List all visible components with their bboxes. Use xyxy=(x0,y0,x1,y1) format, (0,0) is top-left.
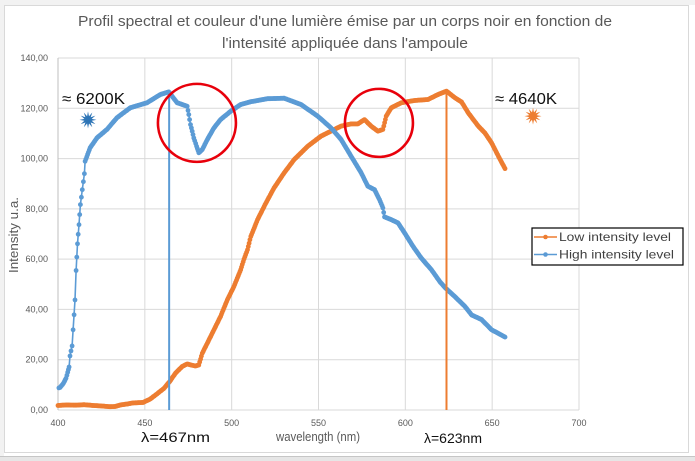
data-point-marker xyxy=(75,231,81,237)
x-axis-title: wavelength (nm) xyxy=(275,429,360,444)
sheet-background-left xyxy=(0,0,4,456)
x-tick-label: 550 xyxy=(311,418,326,428)
data-point-marker xyxy=(187,117,193,122)
data-point-marker xyxy=(186,112,192,117)
legend-entry-high[interactable]: High intensity level xyxy=(534,248,674,262)
highlight-circle xyxy=(156,82,238,164)
legend-entry-low[interactable]: Low intensity level xyxy=(534,230,671,244)
sheet-background-top xyxy=(0,0,695,5)
y-tick-label: 80,00 xyxy=(25,204,48,214)
chart-title-line-1: Profil spectral et couleur d'une lumière… xyxy=(78,13,612,30)
data-point-marker xyxy=(81,179,86,185)
y-tick-label: 0,00 xyxy=(30,405,48,415)
data-point-marker xyxy=(71,312,77,318)
x-tick-label: 650 xyxy=(485,418,500,428)
data-point-marker xyxy=(78,202,83,208)
x-tick-label: 600 xyxy=(398,418,413,428)
x-tick-label: 400 xyxy=(50,418,65,428)
star-icon xyxy=(524,107,542,125)
y-tick-label: 140,00 xyxy=(20,53,48,63)
legend-dot-marker-icon xyxy=(543,234,548,240)
data-point-marker xyxy=(74,254,80,260)
data-point-marker xyxy=(381,210,387,215)
highlight-circles xyxy=(156,82,415,164)
data-point-marker xyxy=(68,348,74,354)
series-line xyxy=(58,91,506,389)
data-point-marker xyxy=(184,103,190,109)
data-point-marker xyxy=(70,327,76,333)
y-tick-label: 120,00 xyxy=(20,103,48,113)
data-point-marker xyxy=(502,166,508,172)
data-point-marker xyxy=(185,108,191,113)
gridlines xyxy=(57,57,580,411)
plot-series xyxy=(55,88,508,410)
data-point-marker xyxy=(66,364,72,370)
data-point-marker xyxy=(72,297,78,303)
y-tick-label: 40,00 xyxy=(25,304,48,314)
temperature-label-low: ≈ 4640K xyxy=(495,91,557,108)
lambda-label-blue: λ=467nm xyxy=(141,429,210,445)
chart-title-line-2: l'intensité appliquée dans l'ampoule xyxy=(222,35,468,52)
data-point-marker xyxy=(73,268,79,273)
x-tick-label: 700 xyxy=(571,418,586,428)
data-point-marker xyxy=(502,334,508,340)
series-low-intensity-level xyxy=(55,88,508,410)
data-point-marker xyxy=(79,194,84,200)
legend-box xyxy=(531,227,684,266)
data-point-marker xyxy=(380,205,386,211)
series-high-intensity-level xyxy=(56,89,508,391)
data-point-marker xyxy=(77,212,83,218)
data-point-marker xyxy=(69,343,75,349)
color-star-markers xyxy=(79,107,542,129)
highlight-circle xyxy=(343,87,415,159)
wavelength-marker-lines xyxy=(168,91,448,410)
axis-tick-labels: 0,00 20,00 40,00 60,00 80,00 100,00 120,00 140,… xyxy=(20,53,586,428)
lambda-label-orange: λ=623nm xyxy=(424,430,482,446)
y-tick-label: 60,00 xyxy=(25,254,48,264)
y-tick-label: 20,00 xyxy=(25,355,48,365)
legend[interactable]: Low intensity level High intensity level xyxy=(531,227,684,266)
legend-label-low: Low intensity level xyxy=(559,230,671,244)
legend-dot-marker-icon xyxy=(543,252,548,257)
data-point-marker xyxy=(82,171,87,177)
star-icon xyxy=(79,111,97,129)
y-axis-title: Intensity u.a. xyxy=(6,197,21,273)
data-point-marker xyxy=(67,353,73,359)
data-point-marker xyxy=(76,222,82,228)
temperature-label-high: ≈ 6200K xyxy=(62,91,125,108)
legend-label-high: High intensity level xyxy=(559,248,674,262)
data-point-marker xyxy=(79,187,85,193)
data-point-marker xyxy=(75,241,80,247)
x-tick-label: 500 xyxy=(224,418,239,428)
y-tick-label: 100,00 xyxy=(20,154,48,164)
sheet-scroll-strip xyxy=(0,456,695,461)
x-tick-label: 450 xyxy=(137,418,152,428)
